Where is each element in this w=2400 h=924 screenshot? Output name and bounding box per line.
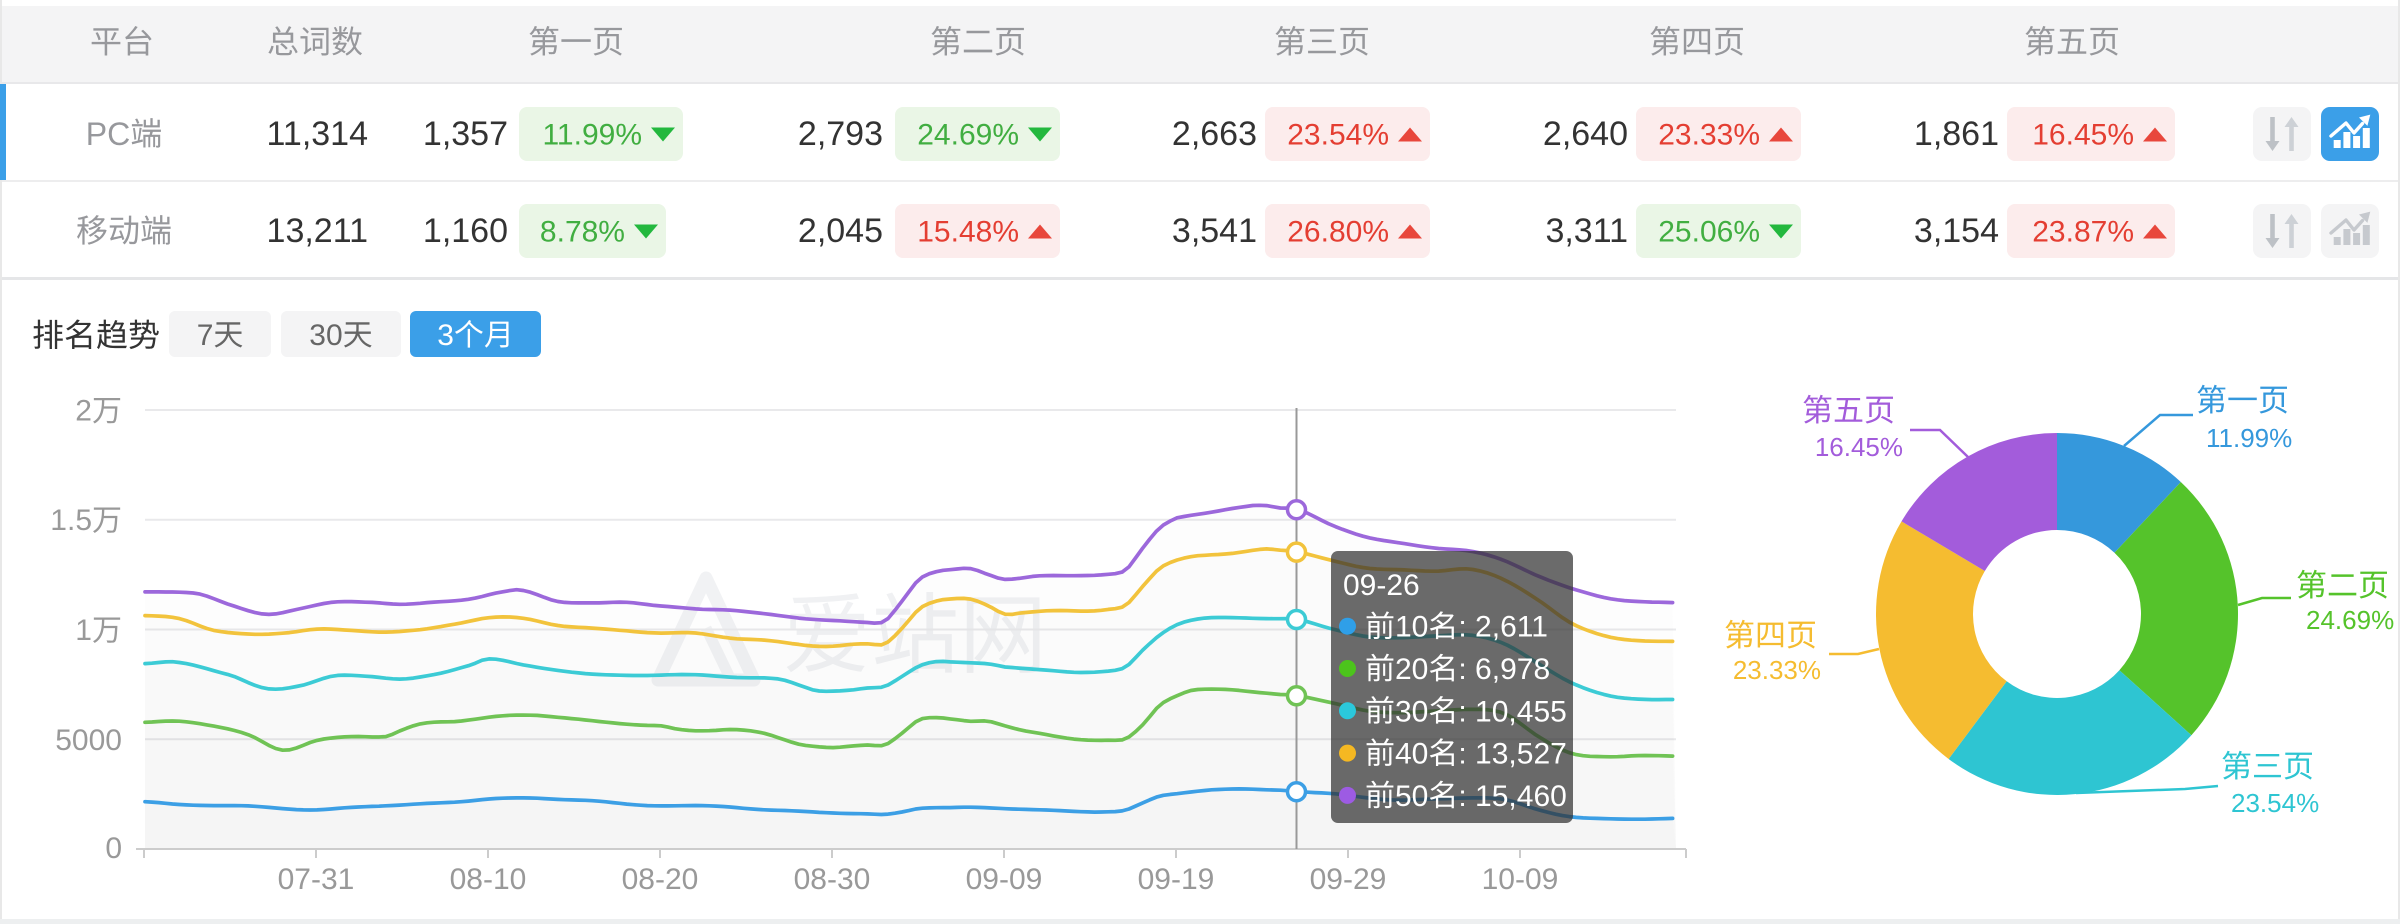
svg-text:16.45%: 16.45% (2032, 119, 2134, 152)
svg-text:40: 40 (1395, 738, 1428, 771)
svg-text:08-10: 08-10 (450, 863, 527, 896)
svg-text:15.48%: 15.48% (917, 216, 1019, 249)
svg-text:3: 3 (437, 319, 454, 352)
svg-text:2: 2 (75, 395, 92, 428)
svg-text:16.45%: 16.45% (1815, 432, 1903, 462)
svg-text:8.78%: 8.78% (540, 216, 625, 249)
svg-text:3,154: 3,154 (1914, 212, 1999, 250)
svg-text:25.06%: 25.06% (1658, 216, 1760, 249)
svg-text:1.5: 1.5 (50, 504, 92, 537)
svg-text:2,793: 2,793 (798, 115, 883, 153)
svg-text:: 15,460: : 15,460 (1458, 780, 1566, 813)
svg-text:7: 7 (197, 319, 214, 352)
svg-text:2,663: 2,663 (1172, 115, 1257, 153)
svg-text:3,541: 3,541 (1172, 212, 1257, 250)
svg-text:1,357: 1,357 (423, 115, 508, 153)
svg-text:: 2,611: : 2,611 (1458, 611, 1548, 644)
svg-text:09-19: 09-19 (1138, 863, 1215, 896)
svg-text:: 6,978: : 6,978 (1458, 653, 1550, 686)
svg-text:10: 10 (1395, 611, 1428, 644)
svg-text:10-09: 10-09 (1482, 863, 1559, 896)
svg-text:11,314: 11,314 (267, 115, 368, 153)
svg-text:08-30: 08-30 (794, 863, 871, 896)
svg-text:11.99%: 11.99% (2206, 423, 2292, 453)
svg-text:2,045: 2,045 (798, 212, 883, 250)
svg-text:1: 1 (75, 614, 92, 647)
svg-text:5000: 5000 (55, 724, 122, 757)
svg-text:26.80%: 26.80% (1287, 216, 1389, 249)
svg-text:50: 50 (1395, 780, 1428, 813)
svg-text:3,311: 3,311 (1545, 212, 1628, 250)
svg-text:23.54%: 23.54% (1287, 119, 1389, 152)
svg-text:30: 30 (309, 319, 342, 352)
svg-text:09-09: 09-09 (966, 863, 1043, 896)
svg-text:: 13,527: : 13,527 (1458, 738, 1566, 771)
svg-text:20: 20 (1395, 653, 1428, 686)
svg-text:23.54%: 23.54% (2231, 788, 2319, 818)
svg-text:24.69%: 24.69% (917, 119, 1019, 152)
svg-text:0: 0 (105, 832, 122, 865)
svg-text:2,640: 2,640 (1543, 115, 1628, 153)
svg-text:23.33%: 23.33% (1658, 119, 1760, 152)
svg-text:07-31: 07-31 (278, 863, 355, 896)
svg-text:1,861: 1,861 (1914, 115, 1999, 153)
svg-text:09-26: 09-26 (1343, 569, 1420, 602)
svg-text:23.87%: 23.87% (2032, 216, 2134, 249)
svg-text:08-20: 08-20 (622, 863, 699, 896)
svg-text:24.69%: 24.69% (2306, 605, 2394, 635)
svg-text:23.33%: 23.33% (1733, 655, 1821, 685)
svg-text:: 10,455: : 10,455 (1458, 695, 1566, 728)
svg-text:PC: PC (86, 116, 130, 152)
svg-text:1,160: 1,160 (423, 212, 508, 250)
svg-text:09-29: 09-29 (1310, 863, 1387, 896)
svg-text:13,211: 13,211 (267, 212, 368, 250)
svg-text:11.99%: 11.99% (542, 119, 642, 152)
svg-text:30: 30 (1395, 695, 1428, 728)
